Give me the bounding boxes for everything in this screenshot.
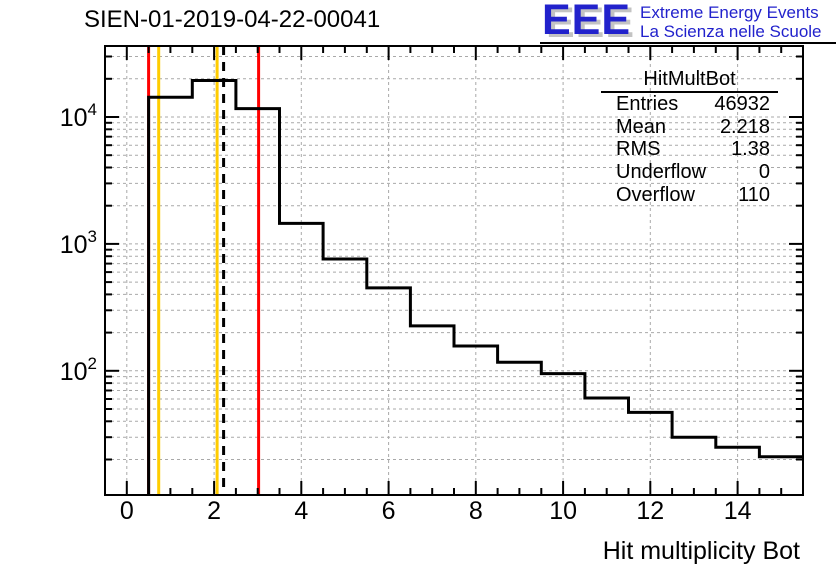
logo-underline (540, 42, 836, 44)
stats-label: RMS (616, 138, 661, 161)
stats-value: 2.218 (719, 115, 770, 138)
stats-box: HitMultBot Entries 46932 Mean 2.218 RMS … (601, 69, 778, 206)
stats-row-underflow: Underflow 0 (601, 161, 778, 184)
stats-value: 46932 (714, 92, 770, 115)
x-tick-label: 8 (469, 497, 483, 525)
stats-box-title: HitMultBot (601, 69, 778, 93)
x-tick-label: 12 (636, 497, 664, 525)
x-axis-title: Hit multiplicity Bot (602, 537, 800, 565)
stats-value: 1.38 (731, 138, 770, 161)
gridlines (105, 46, 803, 495)
stats-row-mean: Mean 2.218 (601, 116, 778, 139)
eee-logo-text: Extreme Energy Events La Scienza nelle S… (640, 3, 821, 41)
y-tick-label: 103 (60, 227, 97, 259)
plot-title: SIEN-01-2019-04-22-00041 (84, 6, 381, 33)
x-tick-label: 6 (382, 497, 396, 525)
x-tick-label: 14 (724, 497, 752, 525)
x-tick-label: 2 (207, 497, 221, 525)
y-tick-label: 104 (60, 100, 97, 132)
stats-label: Underflow (616, 160, 707, 183)
x-tick-label: 0 (120, 497, 134, 525)
stats-row-overflow: Overflow 110 (601, 184, 778, 207)
stats-value: 0 (758, 160, 770, 183)
eee-logo: EEE Extreme Energy Events La Scienza nel… (542, 0, 822, 44)
stats-row-entries: Entries 46932 (601, 93, 778, 116)
axis-ticks (105, 46, 803, 495)
stats-row-rms: RMS 1.38 (601, 138, 778, 161)
stats-value: 110 (738, 183, 770, 206)
y-tick-label: 102 (60, 354, 97, 386)
histogram-step-line (147, 79, 803, 495)
stats-label: Entries (616, 92, 679, 115)
eee-logo-line2: La Scienza nelle Scuole (640, 22, 822, 41)
axis-tick-labels: 102 103 104 0 2 4 6 8 10 12 14 (60, 100, 752, 525)
x-tick-label: 10 (549, 497, 577, 525)
eee-logo-line1: Extreme Energy Events (640, 3, 819, 22)
x-tick-label: 4 (294, 497, 308, 525)
stats-label: Overflow (616, 183, 695, 206)
stats-label: Mean (616, 115, 667, 138)
eee-logo-acronym: EEE (542, 0, 632, 44)
marker-lines (147, 46, 261, 495)
